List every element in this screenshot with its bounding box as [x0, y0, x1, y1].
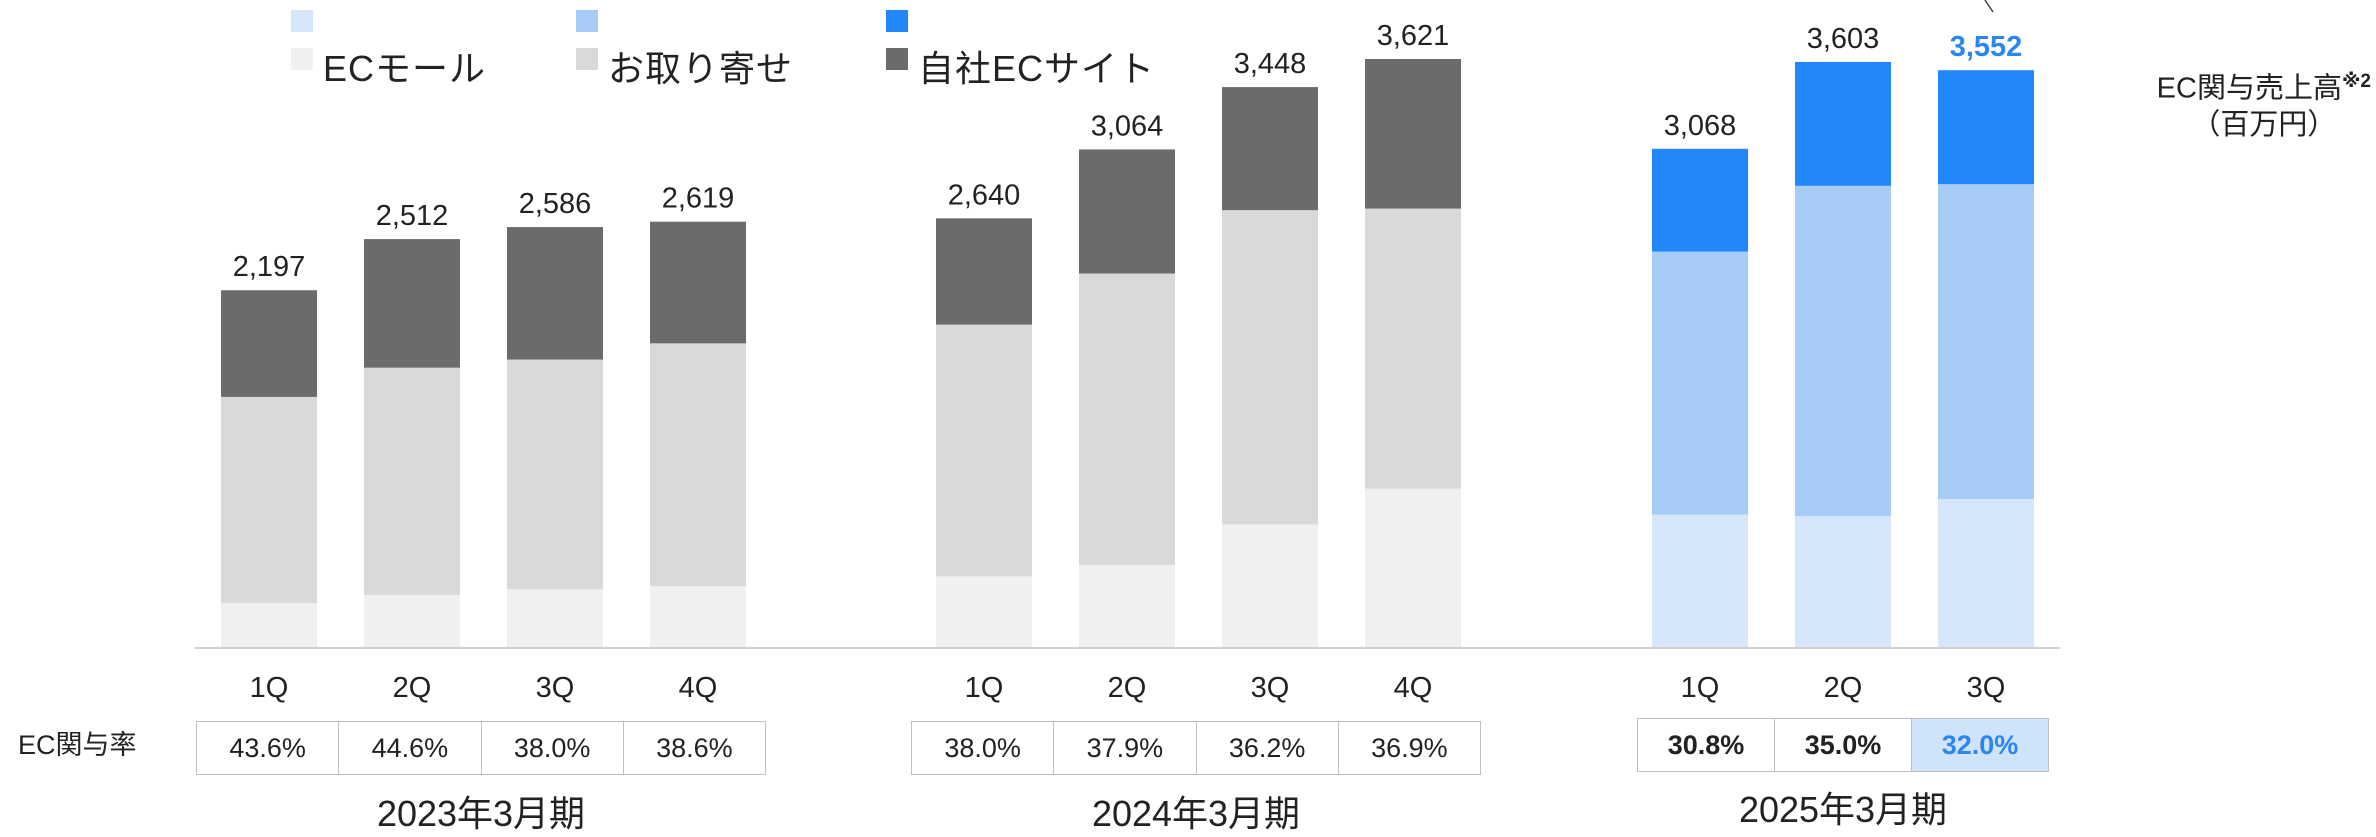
bar-segment-ec-mall	[364, 595, 460, 647]
x-tick-label: 3Q	[1967, 672, 2006, 704]
ec-rate-cell-highlight: 32.0%	[1911, 719, 2048, 771]
y-unit-label: EC関与売上高※2 （百万円）	[2157, 70, 2371, 143]
bar-segment-own-ec-site	[650, 221, 746, 344]
x-tick-label: 3Q	[536, 672, 575, 704]
bar-segment-otoriyose	[1938, 184, 2034, 500]
bar-segment-ec-mall	[1222, 524, 1318, 647]
bar-segment-ec-mall	[650, 586, 746, 647]
unit-line1: EC関与売上高	[2156, 72, 2342, 105]
bar-segment-own-ec-site	[1938, 70, 2034, 185]
legend-label: ECモール	[323, 48, 487, 89]
x-tick-label: 2Q	[393, 672, 432, 704]
bar-segment-ec-mall	[1938, 499, 2034, 647]
x-tick-label: 1Q	[965, 672, 1004, 704]
callout-line	[1984, 0, 1994, 13]
period-label-2025: 2025年3月期	[1738, 789, 1948, 830]
bar-total-label: 2,619	[662, 183, 735, 215]
x-tick-label: 1Q	[1681, 672, 1720, 704]
bar-segment-ec-mall	[1795, 516, 1891, 647]
bar-segment-ec-mall	[1365, 488, 1461, 647]
bar-total-label: 2,197	[233, 251, 306, 283]
bar-total-label: 3,552	[1950, 31, 2023, 63]
bar-segment-otoriyose	[936, 324, 1032, 577]
unit-footnote-mark: ※2	[2341, 71, 2371, 92]
x-tick-label: 4Q	[1394, 672, 1433, 704]
bar-segment-own-ec-site	[364, 239, 460, 368]
bar-segment-otoriyose	[1365, 208, 1461, 489]
bar-total-label: 2,586	[519, 188, 592, 220]
ec-rate-cell: 35.0%	[1774, 719, 1911, 771]
ec-rate-cell: 44.6%	[338, 722, 480, 774]
legend-item-otoriyose: お取り寄せ	[576, 10, 793, 92]
ec-rate-cell: 43.6%	[229, 732, 306, 763]
bar-total-label: 3,068	[1664, 110, 1737, 142]
legend-label: お取り寄せ	[608, 48, 794, 89]
bar-segment-own-ec-site	[1652, 148, 1748, 252]
legend-label: 自社ECサイト	[918, 48, 1156, 89]
bar-segment-otoriyose	[1222, 210, 1318, 525]
legend-item-own-ec-site: 自社ECサイト	[886, 10, 1155, 92]
bar-total-label: 3,064	[1091, 110, 1164, 142]
legend-swatch-2025	[886, 10, 908, 32]
bar-segment-otoriyose	[650, 343, 746, 587]
legend-swatch-prior	[291, 48, 313, 70]
bar-segment-ec-mall	[1652, 514, 1748, 647]
legend-swatch-prior	[576, 48, 598, 70]
x-tick-label: 2Q	[1824, 672, 1863, 704]
bar-segment-ec-mall	[221, 603, 317, 647]
ec-rate-cell: 38.6%	[622, 722, 765, 774]
ec-rate-cell: 30.8%	[1667, 729, 1745, 760]
bar-segment-otoriyose	[507, 359, 603, 590]
x-tick-label: 3Q	[1251, 672, 1290, 704]
ec-rate-row-label: EC関与率	[18, 730, 137, 760]
ec-rate-table-2024: 38.0% 37.9% 36.2% 36.9%	[911, 721, 1481, 775]
ec-rate-cell: 36.9%	[1337, 722, 1480, 774]
bar-segment-otoriyose	[1079, 273, 1175, 565]
x-tick-label: 1Q	[250, 672, 289, 704]
bar-segment-own-ec-site	[936, 218, 1032, 325]
ec-rate-cell: 37.9%	[1053, 722, 1195, 774]
period-label-2023: 2023年3月期	[376, 793, 586, 834]
bar-segment-ec-mall	[1079, 564, 1175, 647]
ec-rate-table-2023: 43.6% 44.6% 38.0% 38.6%	[196, 721, 766, 775]
period-label-2024: 2024年3月期	[1091, 793, 1301, 834]
bar-segment-ec-mall	[507, 589, 603, 647]
bar-segment-otoriyose	[1795, 185, 1891, 517]
x-tick-label: 2Q	[1108, 672, 1147, 704]
x-tick-label: 4Q	[679, 672, 718, 704]
bar-segment-own-ec-site	[221, 290, 317, 397]
bar-total-label: 2,512	[376, 200, 449, 232]
bar-segment-own-ec-site	[1222, 87, 1318, 211]
bar-segment-otoriyose	[1652, 251, 1748, 515]
bar-segment-own-ec-site	[1365, 59, 1461, 209]
bar-segment-own-ec-site	[1079, 149, 1175, 274]
bar-total-label: 3,603	[1807, 23, 1880, 55]
legend-swatch-2025	[291, 10, 313, 32]
bar-segment-otoriyose	[221, 396, 317, 604]
legend-swatch-prior	[886, 48, 908, 70]
legend-swatch-2025	[576, 10, 598, 32]
bar-segment-own-ec-site	[507, 227, 603, 360]
bar-segment-otoriyose	[364, 367, 460, 596]
bar-segment-ec-mall	[936, 576, 1032, 647]
bar-total-label: 3,448	[1234, 48, 1307, 80]
ec-rate-cell: 38.0%	[944, 732, 1021, 763]
ec-rate-table-2025: 30.8% 35.0% 32.0%	[1637, 718, 2049, 772]
ec-rate-cell: 36.2%	[1195, 722, 1338, 774]
bar-total-label: 2,640	[948, 179, 1021, 211]
bar-segment-own-ec-site	[1795, 61, 1891, 186]
unit-line2: （百万円）	[2191, 108, 2337, 141]
bar-total-label: 3,621	[1377, 20, 1450, 52]
ec-rate-cell: 38.0%	[480, 722, 623, 774]
legend-item-ec-mall: ECモール	[291, 10, 486, 92]
